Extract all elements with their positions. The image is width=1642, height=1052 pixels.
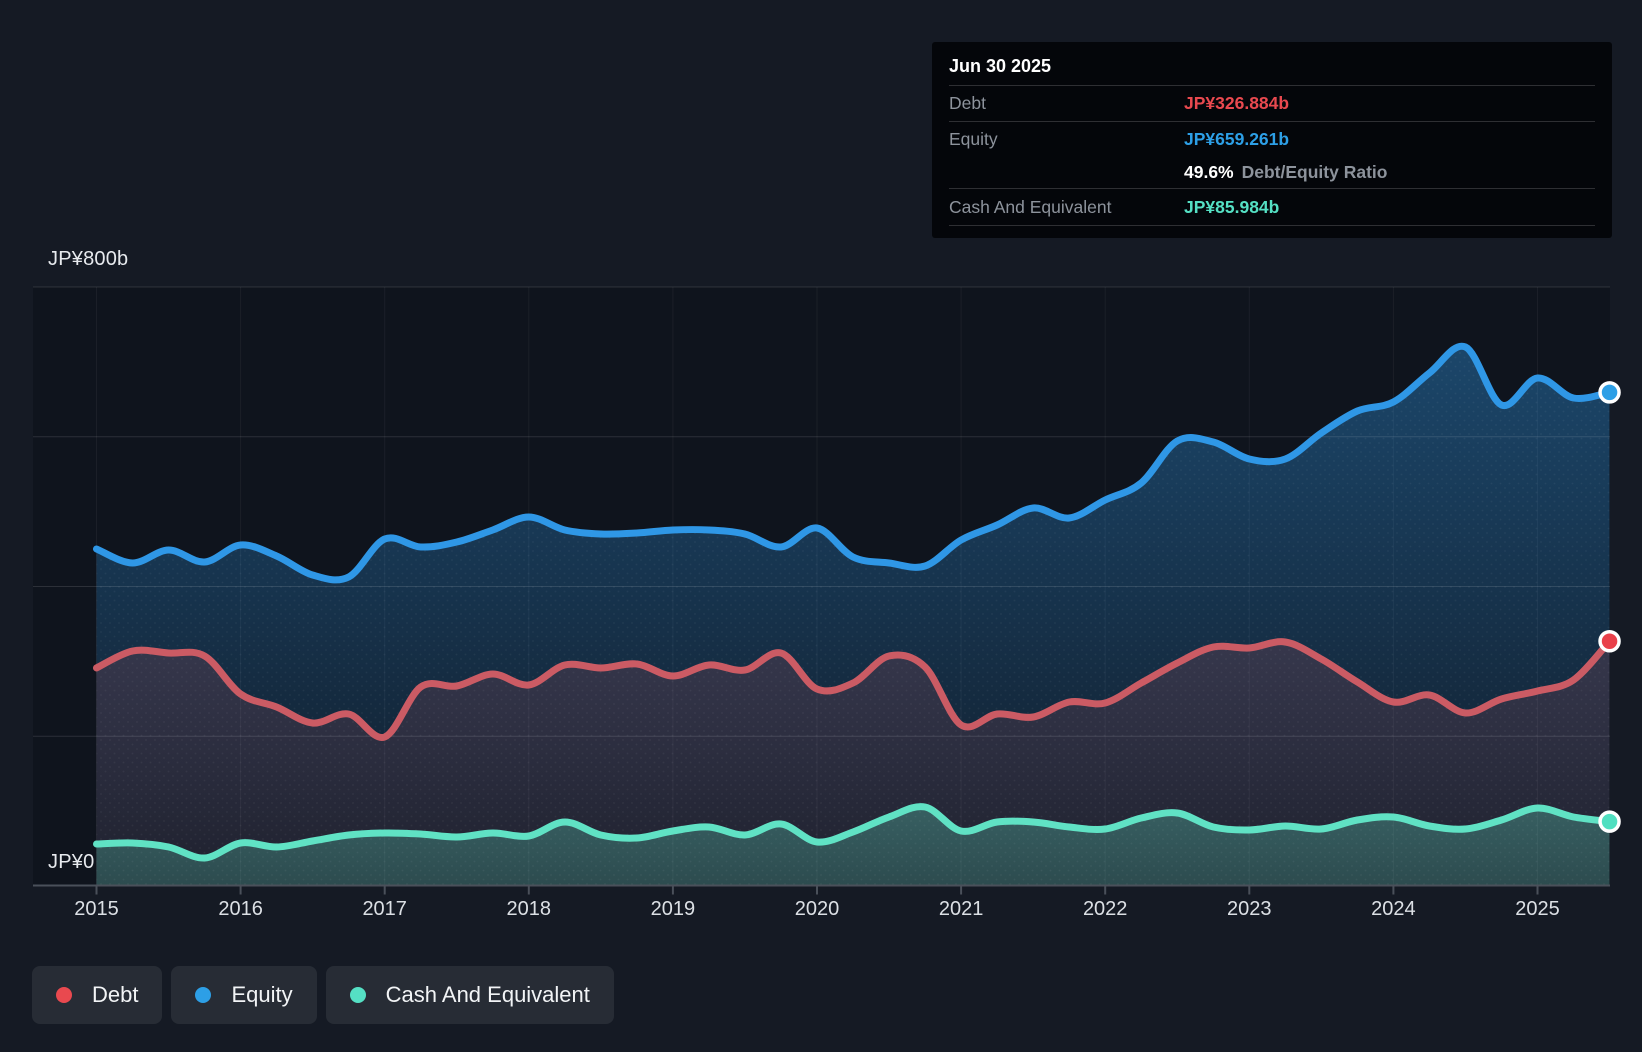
tooltip-equity-label: Equity: [949, 129, 998, 149]
x-axis-label-2023: 2023: [1227, 898, 1272, 920]
tooltip-row-cash: Cash And Equivalent JP¥85.984b: [949, 188, 1595, 226]
tooltip-row-ratio: 49.6% Debt/Equity Ratio: [949, 157, 1595, 188]
tooltip-ratio-label: Debt/Equity Ratio: [1241, 162, 1388, 182]
legend-debt-label: Debt: [92, 982, 139, 1007]
legend-equity-label: Equity: [231, 982, 293, 1007]
y-axis-label-0: JP¥0: [48, 851, 95, 873]
x-axis-label-2017: 2017: [362, 898, 407, 920]
legend-item-debt[interactable]: Debt: [32, 966, 163, 1024]
chart-legend: Debt Equity Cash And Equivalent: [32, 966, 614, 1024]
debt-line[interactable]: [93, 637, 1613, 741]
x-axis-label-2024: 2024: [1371, 898, 1416, 920]
x-axis-label-2019: 2019: [651, 898, 696, 920]
x-axis-label-2015: 2015: [74, 898, 119, 920]
tooltip-debt-label: Debt: [949, 93, 986, 113]
debt-legend-dot-icon: [56, 987, 72, 1003]
y-axis-label-800b: JP¥800b: [48, 248, 129, 270]
legend-item-cash[interactable]: Cash And Equivalent: [325, 966, 614, 1024]
tooltip-row-debt: Debt JP¥326.884b: [949, 85, 1595, 121]
x-axis-label-2025: 2025: [1515, 898, 1560, 920]
legend-item-equity[interactable]: Equity: [171, 966, 317, 1024]
tooltip-cash-value: JP¥85.984b: [1184, 196, 1280, 217]
cash-line[interactable]: [93, 803, 1613, 862]
x-axis-label-2016: 2016: [218, 898, 263, 920]
x-axis-label-2021: 2021: [939, 898, 984, 920]
chart-tooltip: Jun 30 2025 Debt JP¥326.884b Equity JP¥6…: [932, 42, 1612, 238]
tooltip-cash-label: Cash And Equivalent: [949, 196, 1112, 217]
x-axis-label-2018: 2018: [507, 898, 552, 920]
x-axis-label-2020: 2020: [795, 898, 840, 920]
equity-end-marker[interactable]: [1598, 381, 1621, 404]
tooltip-row-equity: Equity JP¥659.261b: [949, 121, 1595, 157]
legend-cash-label: Cash And Equivalent: [385, 982, 590, 1007]
cash-end-marker[interactable]: [1598, 810, 1621, 833]
x-axis-label-2022: 2022: [1083, 898, 1128, 920]
equity-legend-dot-icon: [195, 987, 212, 1003]
equity-line[interactable]: [93, 342, 1613, 584]
tooltip-equity-value: JP¥659.261b: [1184, 129, 1290, 149]
tooltip-ratio-value: 49.6%: [1184, 162, 1234, 182]
tooltip-debt-value: JP¥326.884b: [1184, 93, 1290, 113]
tooltip-date: Jun 30 2025: [949, 56, 1052, 76]
debt-end-marker[interactable]: [1598, 629, 1621, 653]
cash-legend-dot-icon: [349, 987, 366, 1003]
